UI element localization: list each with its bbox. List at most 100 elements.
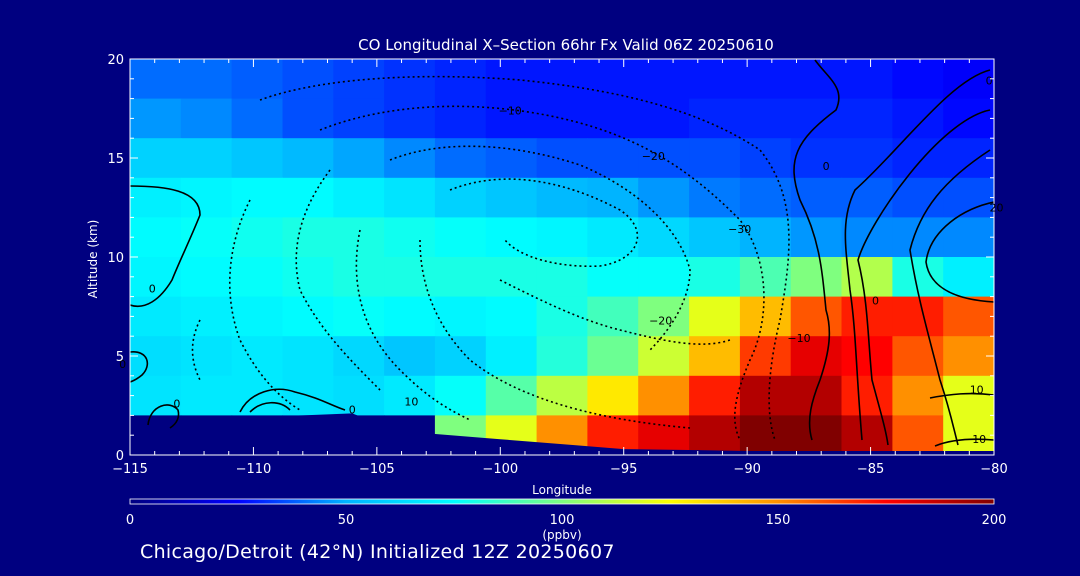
y-tick-label: 0: [116, 449, 124, 464]
heatmap-cell: [384, 98, 436, 139]
heatmap-cell: [180, 257, 233, 298]
heatmap-cell: [434, 98, 487, 139]
heatmap-cell: [943, 177, 994, 218]
heatmap-cell: [282, 59, 334, 100]
heatmap-cell: [231, 59, 283, 100]
heatmap-cell: [689, 177, 741, 218]
heatmap-cell: [892, 98, 944, 139]
heatmap-cell: [587, 98, 639, 139]
heatmap-cell: [434, 375, 487, 416]
heatmap-cell: [841, 415, 893, 455]
x-axis-label: Longitude: [532, 483, 592, 497]
heatmap-cell: [790, 375, 843, 416]
heatmap-cell: [841, 59, 893, 100]
heatmap-cell: [333, 217, 385, 258]
contour-label: 0: [823, 160, 830, 173]
heatmap-cell: [180, 138, 233, 179]
contour-label: 0: [149, 283, 156, 296]
heatmap-cell: [536, 296, 588, 337]
heatmap-cell: [739, 138, 792, 179]
contour-line: [857, 109, 991, 446]
heatmap-cell: [638, 296, 690, 337]
heatmap-cell: [892, 336, 944, 377]
heatmap-cell: [892, 375, 944, 416]
contour-label: −10: [787, 332, 810, 345]
heatmap-cell: [434, 257, 487, 298]
contour-line: [449, 178, 639, 268]
x-tick-label: −100: [482, 462, 518, 477]
heatmap-cell: [333, 59, 385, 100]
heatmap-cells: [130, 59, 994, 455]
heatmap-cell: [587, 375, 639, 416]
heatmap-cell: [384, 296, 436, 337]
contour-labels: 0 −10 −20 −30 0 20 0 −20 −10 0 0 0 0 10 10 10: [119, 75, 1003, 446]
heatmap-cell: [841, 177, 893, 218]
heatmap-cell: [434, 177, 487, 218]
heatmap-cell: [689, 138, 741, 179]
heatmap-cell: [689, 415, 741, 455]
contour-line: [239, 388, 346, 413]
y-tick-label: 15: [107, 152, 124, 167]
x-tick-label: −115: [112, 462, 148, 477]
heatmap-cell: [689, 257, 741, 298]
heatmap-cell: [180, 375, 233, 416]
heatmap-cell: [485, 336, 538, 377]
heatmap-cell: [485, 375, 538, 416]
heatmap-cell: [943, 415, 994, 455]
heatmap-cell: [841, 138, 893, 179]
y-tick-label: 5: [116, 350, 124, 365]
heatmap-cell: [130, 336, 182, 377]
heatmap-cell: [638, 177, 690, 218]
heatmap-cell: [180, 177, 233, 218]
contour-label: −30: [728, 223, 751, 236]
heatmap-cell: [130, 296, 182, 337]
heatmap-cell: [384, 375, 436, 416]
heatmap-cell: [485, 177, 538, 218]
heatmap-cell: [180, 336, 233, 377]
heatmap-cell: [282, 336, 334, 377]
x-tick-label: −85: [857, 462, 884, 477]
heatmap-cell: [587, 296, 639, 337]
heatmap-cell: [434, 138, 487, 179]
heatmap-cell: [333, 296, 385, 337]
heatmap-cell: [739, 415, 792, 455]
contour-label: 0: [872, 295, 879, 308]
heatmap-cell: [333, 375, 385, 416]
heatmap-cell: [536, 375, 588, 416]
heatmap-cell: [689, 375, 741, 416]
heatmap-cell: [485, 138, 538, 179]
heatmap-cell: [892, 415, 944, 455]
contour-label: −20: [649, 314, 672, 327]
contour-line: [909, 149, 991, 446]
heatmap-cell: [841, 336, 893, 377]
heatmap-cell: [689, 296, 741, 337]
heatmap-cell: [739, 257, 792, 298]
contour-label: 0: [986, 75, 993, 88]
heatmap-cell: [384, 217, 436, 258]
heatmap-cell: [180, 296, 233, 337]
x-tick-label: −80: [980, 462, 1007, 477]
contour-label: 0: [119, 358, 126, 371]
heatmap-cell: [231, 375, 283, 416]
heatmap-cell: [790, 257, 843, 298]
heatmap-cell: [485, 296, 538, 337]
heatmap-cell: [180, 217, 233, 258]
heatmap-cell: [790, 296, 843, 337]
heatmap-cell: [587, 59, 639, 100]
heatmap-cell: [384, 59, 436, 100]
colorbar-label: (ppbv): [542, 528, 581, 542]
heatmap-cell: [434, 59, 487, 100]
heatmap-cell: [485, 257, 538, 298]
x-tick-label: −105: [359, 462, 395, 477]
heatmap-cell: [180, 98, 233, 139]
heatmap-cell: [384, 336, 436, 377]
contour-line: [929, 392, 994, 399]
heatmap-cell: [282, 257, 334, 298]
contour-line: [499, 279, 731, 345]
heatmap-cell: [739, 336, 792, 377]
heatmap-cell: [790, 138, 843, 179]
heatmap-cell: [282, 177, 334, 218]
heatmap-cell: [434, 336, 487, 377]
heatmap-cell: [689, 217, 741, 258]
